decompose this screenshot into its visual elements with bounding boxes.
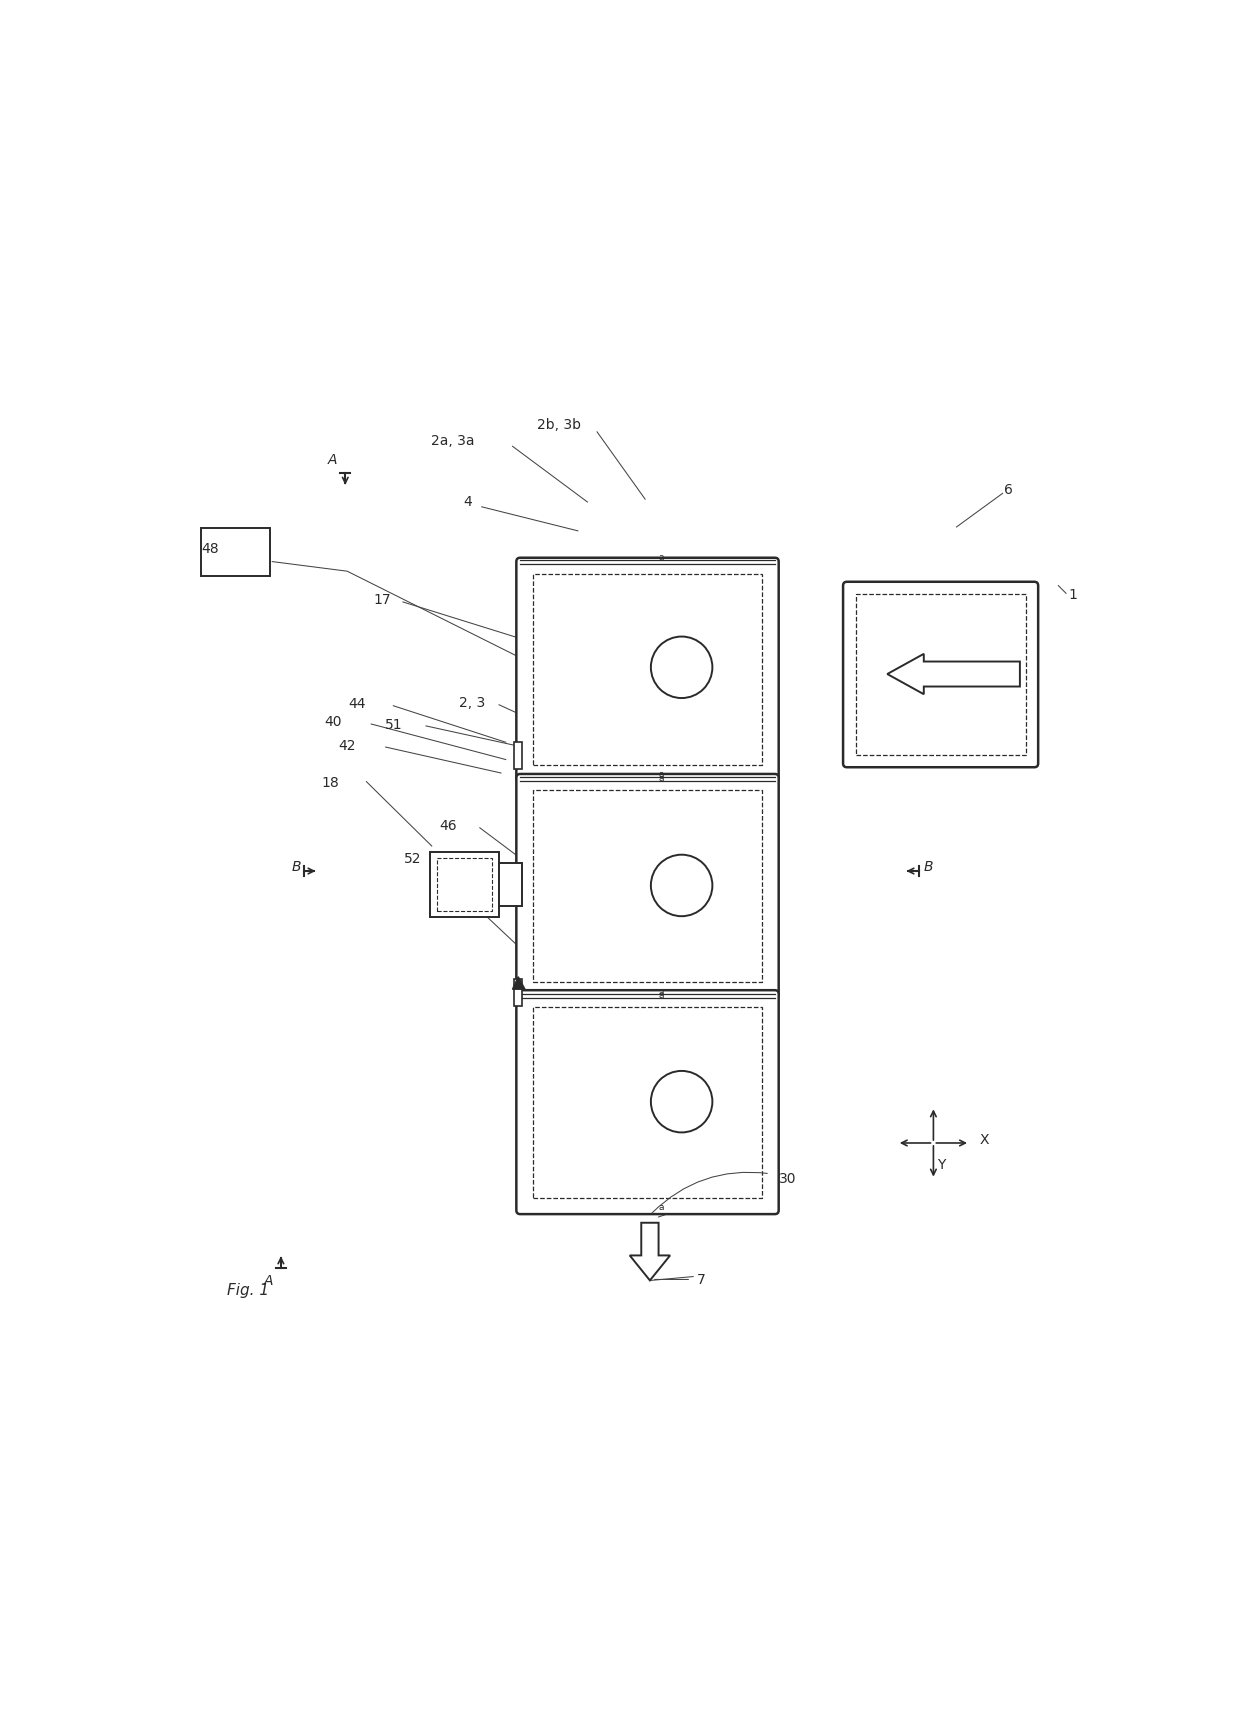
Text: X: X <box>980 1132 990 1148</box>
Polygon shape <box>630 1222 670 1280</box>
Bar <box>856 594 1025 756</box>
Text: a: a <box>658 771 665 780</box>
Text: Fig. 1: Fig. 1 <box>227 1282 269 1298</box>
Text: 17: 17 <box>373 594 391 608</box>
FancyBboxPatch shape <box>516 990 779 1213</box>
Bar <box>498 864 522 905</box>
Text: B: B <box>924 860 934 874</box>
Text: a: a <box>658 552 665 563</box>
Polygon shape <box>512 978 525 990</box>
Text: 2a, 3a: 2a, 3a <box>432 434 475 449</box>
Text: Y: Y <box>937 1158 945 1172</box>
Bar <box>515 742 522 769</box>
Text: 53: 53 <box>443 898 460 912</box>
Bar <box>430 852 498 917</box>
Text: 30: 30 <box>779 1172 796 1186</box>
Text: 6: 6 <box>1004 482 1013 497</box>
Text: 48: 48 <box>201 542 218 556</box>
FancyBboxPatch shape <box>843 582 1038 768</box>
Text: B: B <box>291 860 301 874</box>
Polygon shape <box>888 654 1019 694</box>
Text: 1: 1 <box>1069 589 1078 602</box>
FancyBboxPatch shape <box>516 558 779 781</box>
Text: a: a <box>658 991 665 1000</box>
Text: 18: 18 <box>321 776 339 790</box>
Text: a: a <box>658 1203 665 1212</box>
Text: 52: 52 <box>404 852 422 866</box>
Text: a: a <box>658 774 665 783</box>
Text: 40: 40 <box>324 714 341 730</box>
FancyBboxPatch shape <box>516 774 779 998</box>
Text: A: A <box>264 1274 273 1287</box>
Text: 4: 4 <box>463 496 471 509</box>
Text: 7: 7 <box>697 1274 706 1287</box>
Text: A: A <box>329 453 337 468</box>
Text: 51: 51 <box>384 718 402 731</box>
Text: 2b, 3b: 2b, 3b <box>537 418 580 432</box>
Text: 2, 3: 2, 3 <box>459 695 485 709</box>
Bar <box>201 528 270 577</box>
Text: a: a <box>658 988 665 996</box>
Bar <box>533 790 763 981</box>
Text: 44: 44 <box>348 697 366 711</box>
Bar <box>436 857 492 912</box>
Bar <box>533 1007 763 1198</box>
Text: 42: 42 <box>339 738 356 754</box>
Bar <box>533 575 763 766</box>
Bar <box>515 979 522 1005</box>
Text: 46: 46 <box>439 819 456 833</box>
